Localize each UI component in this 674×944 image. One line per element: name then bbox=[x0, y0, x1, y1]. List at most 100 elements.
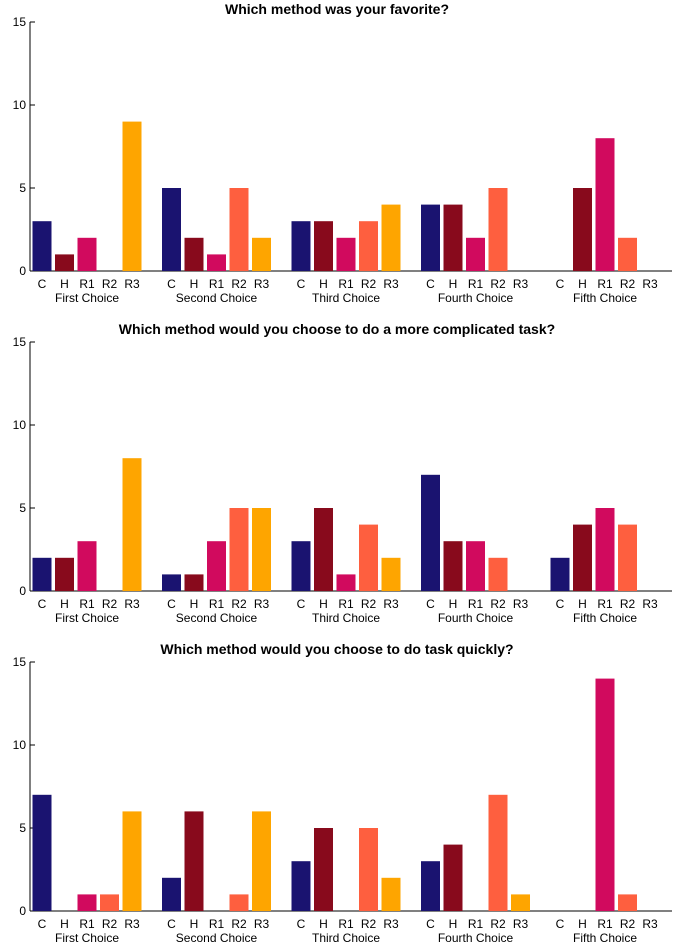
method-tick-label: R1 bbox=[597, 597, 613, 611]
y-tick-label: 5 bbox=[19, 181, 26, 195]
bar-r1 bbox=[207, 541, 226, 591]
method-tick-label: H bbox=[60, 597, 69, 611]
group-label: Third Choice bbox=[312, 611, 380, 625]
chart-title: Which method would you choose to do a mo… bbox=[119, 321, 555, 337]
bar-r1 bbox=[466, 541, 485, 591]
group-label: Fifth Choice bbox=[573, 611, 637, 625]
bar-r2 bbox=[618, 237, 637, 271]
method-tick-label: C bbox=[426, 277, 435, 291]
method-tick-label: C bbox=[297, 277, 306, 291]
method-tick-label: R2 bbox=[620, 597, 636, 611]
method-tick-label: R2 bbox=[490, 917, 506, 931]
group-label: Fourth Choice bbox=[438, 931, 514, 944]
group-label: First Choice bbox=[55, 611, 119, 625]
bar-r1 bbox=[466, 237, 485, 271]
bar-r2 bbox=[359, 221, 378, 271]
method-tick-label: R2 bbox=[102, 597, 118, 611]
method-tick-label: H bbox=[578, 597, 587, 611]
group-label: Second Choice bbox=[176, 611, 258, 625]
bar-c bbox=[550, 557, 570, 591]
method-tick-label: R1 bbox=[209, 277, 225, 291]
group-label: Fourth Choice bbox=[438, 611, 514, 625]
bar-r1 bbox=[77, 237, 97, 271]
method-tick-label: H bbox=[449, 917, 458, 931]
y-tick-label: 0 bbox=[19, 904, 26, 918]
bar-c bbox=[32, 794, 52, 911]
bar-c bbox=[162, 574, 181, 591]
method-tick-label: R2 bbox=[102, 277, 118, 291]
bar-r3 bbox=[381, 204, 401, 271]
method-tick-label: R3 bbox=[383, 277, 399, 291]
method-tick-label: R1 bbox=[209, 917, 225, 931]
bar-h bbox=[314, 828, 333, 911]
y-tick-label: 0 bbox=[19, 584, 26, 598]
method-tick-label: R1 bbox=[468, 917, 484, 931]
method-tick-label: R2 bbox=[361, 597, 377, 611]
method-tick-label: C bbox=[38, 917, 47, 931]
method-tick-label: C bbox=[167, 917, 176, 931]
group-label: First Choice bbox=[55, 291, 119, 305]
method-tick-label: H bbox=[319, 277, 328, 291]
method-tick-label: R1 bbox=[338, 277, 354, 291]
method-tick-label: R3 bbox=[513, 597, 529, 611]
method-tick-label: H bbox=[190, 597, 199, 611]
method-tick-label: R2 bbox=[231, 277, 247, 291]
method-tick-label: R2 bbox=[231, 917, 247, 931]
method-tick-label: R1 bbox=[338, 917, 354, 931]
method-tick-label: C bbox=[38, 277, 47, 291]
method-tick-label: C bbox=[556, 277, 565, 291]
group-label: Second Choice bbox=[176, 291, 258, 305]
bar-r2 bbox=[229, 894, 249, 911]
method-tick-label: H bbox=[578, 917, 587, 931]
method-tick-label: R1 bbox=[597, 277, 613, 291]
method-tick-label: H bbox=[578, 277, 587, 291]
method-tick-label: R3 bbox=[513, 917, 529, 931]
bar-r3 bbox=[381, 877, 401, 911]
bar-r3 bbox=[122, 121, 142, 271]
y-tick-label: 15 bbox=[13, 655, 27, 669]
bar-h bbox=[443, 541, 463, 591]
bar-r2 bbox=[100, 894, 119, 911]
bar-r1 bbox=[336, 237, 356, 271]
y-tick-label: 15 bbox=[13, 335, 27, 349]
chart-title: Which method would you choose to do task… bbox=[160, 641, 513, 657]
method-tick-label: C bbox=[297, 917, 306, 931]
bar-c bbox=[421, 204, 440, 271]
method-tick-label: R1 bbox=[597, 917, 613, 931]
method-tick-label: R2 bbox=[361, 277, 377, 291]
bar-c bbox=[421, 474, 440, 591]
method-tick-label: R3 bbox=[254, 917, 270, 931]
group-label: Third Choice bbox=[312, 291, 380, 305]
group-label: Fifth Choice bbox=[573, 931, 637, 944]
method-tick-label: R3 bbox=[642, 277, 658, 291]
method-tick-label: H bbox=[319, 597, 328, 611]
bar-h bbox=[55, 557, 74, 591]
bar-r3 bbox=[122, 458, 142, 591]
bar-r1 bbox=[595, 508, 615, 591]
method-tick-label: R2 bbox=[490, 597, 506, 611]
bar-r2 bbox=[618, 524, 637, 591]
method-tick-label: R1 bbox=[468, 597, 484, 611]
method-tick-label: H bbox=[319, 917, 328, 931]
method-tick-label: C bbox=[167, 597, 176, 611]
y-tick-label: 0 bbox=[19, 264, 26, 278]
method-tick-label: H bbox=[190, 277, 199, 291]
method-tick-label: H bbox=[190, 917, 199, 931]
bar-r2 bbox=[359, 828, 378, 911]
bar-r2 bbox=[618, 894, 637, 911]
method-tick-label: R3 bbox=[124, 917, 140, 931]
method-tick-label: R3 bbox=[124, 277, 140, 291]
bar-r3 bbox=[122, 811, 142, 911]
method-tick-label: H bbox=[449, 597, 458, 611]
y-tick-label: 10 bbox=[13, 98, 27, 112]
bar-h bbox=[443, 204, 463, 271]
method-tick-label: R1 bbox=[79, 597, 95, 611]
method-tick-label: R3 bbox=[383, 917, 399, 931]
method-tick-label: C bbox=[556, 917, 565, 931]
bar-r2 bbox=[229, 508, 249, 591]
bar-r1 bbox=[595, 138, 615, 271]
bar-r2 bbox=[488, 794, 508, 911]
method-tick-label: R2 bbox=[102, 917, 118, 931]
